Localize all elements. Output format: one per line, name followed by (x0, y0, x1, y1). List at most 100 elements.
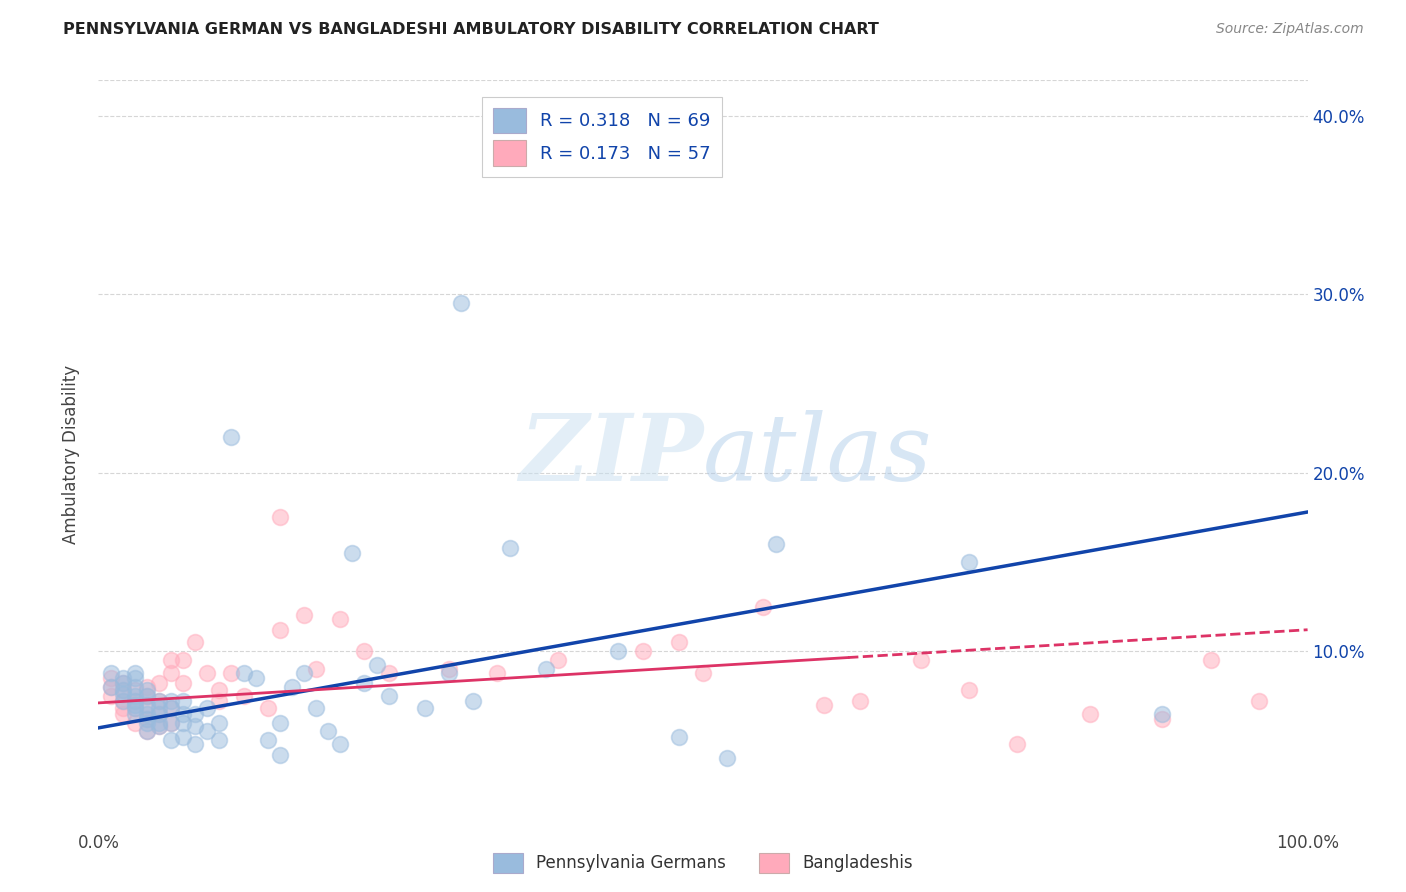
Point (1152, 712, 1174, 726)
Point (124, 680, 146, 694)
Point (160, 701, 183, 715)
Point (221, 665, 243, 680)
Point (111, 694, 134, 708)
Point (195, 701, 218, 715)
Point (292, 608, 315, 623)
Point (160, 653, 183, 667)
Point (221, 430, 243, 444)
Point (172, 715, 194, 730)
Point (135, 701, 157, 715)
Point (124, 689, 146, 703)
Point (269, 623, 291, 637)
Point (148, 715, 170, 730)
Point (377, 665, 399, 680)
Point (184, 737, 207, 751)
Point (111, 683, 134, 698)
Text: PENNSYLVANIA GERMAN VS BANGLADESHI AMBULATORY DISABILITY CORRELATION CHART: PENNSYLVANIA GERMAN VS BANGLADESHI AMBUL… (63, 22, 879, 37)
Point (160, 715, 183, 730)
Point (135, 689, 157, 703)
Legend: Pennsylvania Germans, Bangladeshis: Pennsylvania Germans, Bangladeshis (486, 847, 920, 880)
Point (100, 680, 122, 694)
Point (148, 676, 170, 690)
Point (172, 676, 194, 690)
Point (100, 671, 122, 685)
Point (957, 683, 980, 698)
Point (329, 612, 352, 626)
Point (111, 683, 134, 698)
Point (111, 676, 134, 690)
Point (668, 730, 690, 744)
Point (111, 706, 134, 721)
Point (269, 510, 291, 524)
Point (765, 537, 787, 551)
Point (124, 665, 146, 680)
Point (124, 698, 146, 712)
Point (269, 715, 291, 730)
Point (377, 689, 399, 703)
Point (160, 694, 183, 708)
Point (305, 662, 328, 676)
Point (111, 701, 134, 715)
Point (148, 706, 170, 721)
Point (124, 683, 146, 698)
Point (148, 694, 170, 708)
Point (100, 680, 122, 694)
Point (160, 665, 183, 680)
Point (124, 706, 146, 721)
Point (111, 671, 134, 685)
Point (305, 701, 328, 715)
Point (111, 676, 134, 690)
Point (292, 665, 315, 680)
Point (208, 683, 231, 698)
Point (148, 694, 170, 708)
Point (184, 635, 207, 649)
Point (256, 733, 278, 747)
Point (124, 715, 146, 730)
Point (813, 698, 835, 712)
Point (716, 751, 738, 765)
Point (353, 676, 375, 690)
Point (148, 719, 170, 733)
Point (232, 665, 254, 680)
Point (135, 724, 157, 739)
Text: Source: ZipAtlas.com: Source: ZipAtlas.com (1216, 22, 1364, 37)
Point (135, 698, 157, 712)
Point (353, 644, 375, 658)
Point (195, 724, 218, 739)
Point (135, 683, 157, 698)
Point (1152, 706, 1174, 721)
Point (135, 712, 157, 726)
Point (498, 541, 520, 555)
Point (135, 706, 157, 721)
Point (752, 599, 775, 614)
Point (160, 701, 183, 715)
Point (450, 296, 472, 310)
Point (256, 701, 278, 715)
Point (135, 689, 157, 703)
Point (342, 546, 364, 560)
Point (269, 747, 291, 762)
Point (172, 694, 194, 708)
Point (607, 644, 630, 658)
Point (849, 694, 872, 708)
Point (316, 724, 339, 739)
Point (486, 665, 509, 680)
Point (135, 680, 157, 694)
Point (148, 706, 170, 721)
Point (413, 701, 436, 715)
Text: atlas: atlas (703, 410, 932, 500)
Point (366, 658, 388, 673)
Point (245, 671, 267, 685)
Point (692, 665, 714, 680)
Point (534, 662, 557, 676)
Point (1078, 706, 1101, 721)
Point (172, 706, 194, 721)
Point (148, 701, 170, 715)
Text: ZIP: ZIP (519, 410, 703, 500)
Point (208, 733, 231, 747)
Point (1007, 737, 1029, 751)
Point (135, 715, 157, 730)
Point (172, 653, 194, 667)
Point (463, 694, 485, 708)
Point (100, 665, 122, 680)
